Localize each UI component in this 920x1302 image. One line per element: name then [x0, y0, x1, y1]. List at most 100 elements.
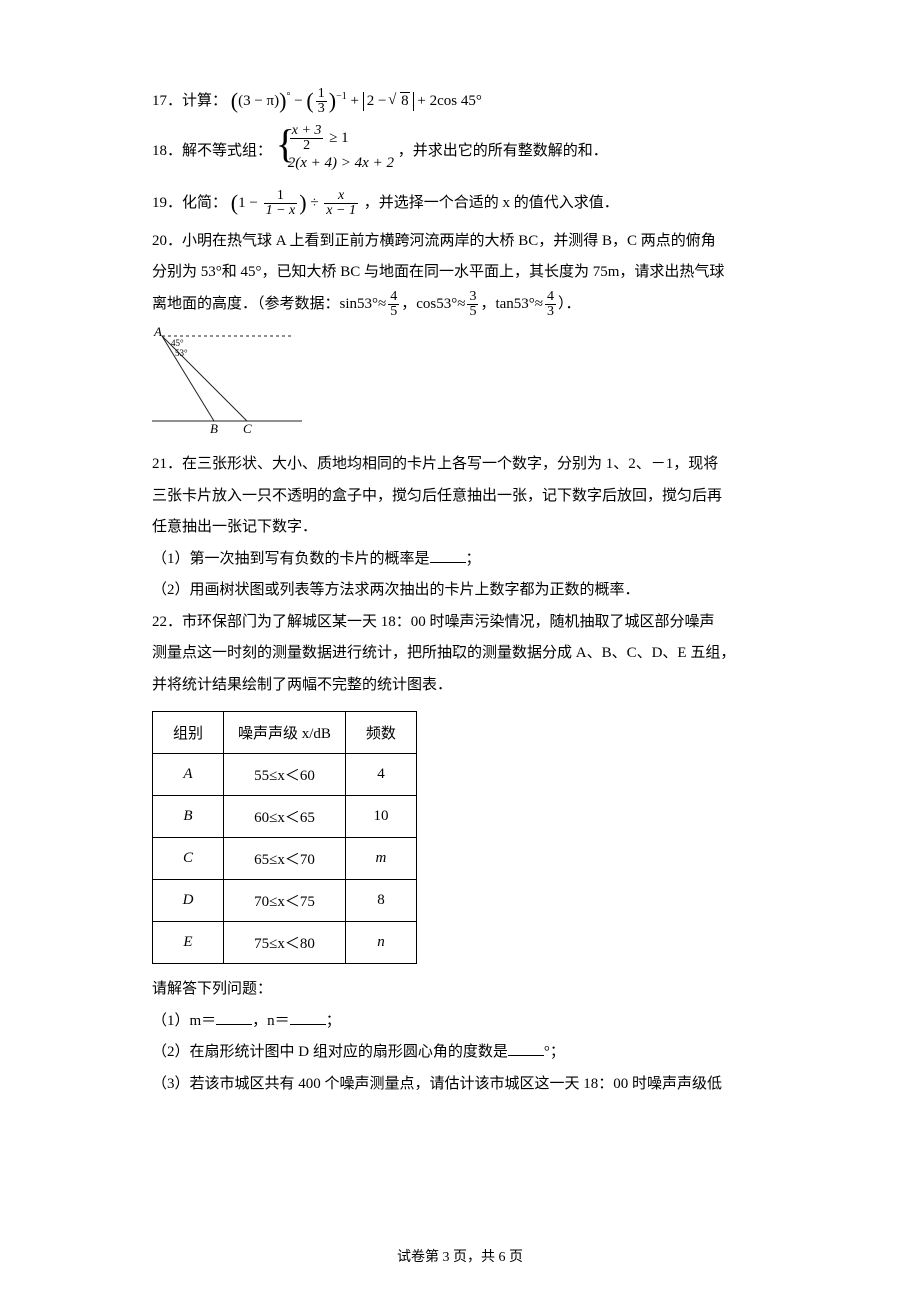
table-row: D70≤x＜758 [153, 880, 417, 922]
page: 17．计算： ((3 − π))° − (13)−1 + 2 − 8 + 2co… [0, 0, 920, 1302]
blank [430, 548, 466, 563]
watermark-dot [457, 648, 463, 654]
table-row: E75≤x＜80n [153, 922, 417, 964]
s1b: ，n＝ [252, 1013, 290, 1029]
den: 1 − x [264, 204, 298, 218]
lparen2: ( [306, 88, 313, 113]
frac-1-3: 13 [316, 87, 327, 116]
num: 1 [264, 189, 298, 204]
num: 1 [316, 87, 327, 102]
q21-s1: （1）第一次抽到写有负数的卡片的概率是 ； [152, 544, 768, 576]
cell-g: D [153, 880, 224, 922]
th-group: 组别 [153, 712, 224, 754]
label-B: B [210, 421, 218, 436]
div: ÷ [310, 195, 318, 211]
cell-f: n [345, 922, 416, 964]
blank [290, 1010, 326, 1025]
frac2: xx − 1 [324, 189, 358, 218]
cell-r: 70≤x＜75 [224, 880, 346, 922]
q19-tail: ，并选择一个合适的 x 的值代入求值． [364, 195, 619, 211]
den: x − 1 [324, 204, 358, 218]
q21-l1: 21．在三张形状、大小、质地均相同的卡片上各写一个数字，分别为 1、2、－1，现… [152, 449, 768, 481]
q21-l2: 三张卡片放入一只不透明的盒子中，搅匀后任意抽出一张，记下数字后放回，搅匀后再 [152, 481, 768, 513]
inequality-system: { x + 32 ≥ 1 2(x + 4) > 4x + 2 [276, 124, 394, 180]
q20-l1: 20．小明在热气球 A 上看到正前方横跨河流两岸的大桥 BC，并测得 B，C 两… [152, 226, 768, 258]
one: 1 − [238, 195, 258, 211]
table-row: C65≤x＜70m [153, 838, 417, 880]
q22-s1: （1）m＝，n＝； [152, 1006, 768, 1038]
q17: 17．计算： ((3 − π))° − (13)−1 + 2 − 8 + 2co… [152, 78, 768, 124]
cell-f: 8 [345, 880, 416, 922]
q20-l3a: 离地面的高度．（参考数据：sin53°≈ [152, 296, 386, 312]
q21-l3: 任意抽出一张记下数字． [152, 512, 768, 544]
s2b: °； [544, 1044, 565, 1060]
frac35: 35 [467, 290, 478, 319]
den: 3 [545, 305, 556, 319]
lparen: ( [231, 88, 238, 113]
frac45a: 45 [388, 290, 399, 319]
q19: 19．化简： (1 − 11 − x) ÷ xx − 1 ，并选择一个合适的 x… [152, 180, 768, 226]
q22-s3: （3）若该市城区共有 400 个噪声测量点，请估计该市城区这一天 18：00 时… [152, 1069, 768, 1101]
rparen2: ) [329, 88, 336, 113]
q18-label: 18．解不等式组： [152, 143, 272, 159]
table-row: A 55≤x＜60 4 [153, 754, 417, 796]
system-row2: 2(x + 4) > 4x + 2 [288, 153, 394, 174]
cell-r: 55≤x＜60 [224, 754, 346, 796]
th-range-text: 噪声声级 x/dB [238, 726, 331, 742]
den: 5 [388, 305, 399, 319]
q19-label: 19．化简： [152, 195, 227, 211]
blank [508, 1041, 544, 1056]
plus: + [350, 93, 358, 109]
q17-deg: ° [286, 91, 290, 102]
label-A: A [153, 326, 162, 339]
num: 4 [388, 290, 399, 305]
q20-l2: 分别为 53°和 45°，已知大桥 BC 与地面在同一水平面上，其长度为 75m… [152, 257, 768, 289]
plus2: + 2cos 45° [417, 93, 481, 109]
s2a: （2）在扇形统计图中 D 组对应的扇形圆心角的度数是 [152, 1044, 508, 1060]
q20-l3d: ）． [558, 296, 581, 312]
q22-after: 请解答下列问题： [152, 974, 768, 1006]
frequency-table: 组别 噪声声级 x/dB 频数 A 55≤x＜60 4 B60≤x＜6510 C65… [152, 711, 417, 964]
num: x [324, 189, 358, 204]
minus: − [294, 93, 302, 109]
angle-45: 45° [171, 338, 184, 348]
table-header-row: 组别 噪声声级 x/dB 频数 [153, 712, 417, 754]
angle-53: 53° [175, 348, 188, 358]
abs-left: 2 − [367, 93, 387, 109]
th-range: 噪声声级 x/dB [224, 712, 346, 754]
cell-r: 75≤x＜80 [224, 922, 346, 964]
q20-diagram: A 45° 53° B C [152, 326, 768, 441]
cell-g: A [153, 754, 224, 796]
lparen: ( [231, 190, 238, 215]
s1a: （1）m＝ [152, 1013, 216, 1029]
cell-r: 65≤x＜70 [224, 838, 346, 880]
page-footer: 试卷第 3 页，共 6 页 [0, 1246, 920, 1266]
abs: 2 − 8 [363, 92, 414, 112]
q21-s1-tail: ； [466, 551, 481, 567]
cell-r: 60≤x＜65 [224, 796, 346, 838]
table-row: B60≤x＜6510 [153, 796, 417, 838]
cell-g: E [153, 922, 224, 964]
frac43: 43 [545, 290, 556, 319]
cell-g: C [153, 838, 224, 880]
label-C: C [243, 421, 252, 436]
q18-tail: ，并求出它的所有整数解的和． [398, 143, 608, 159]
sqrt8: 8 [390, 92, 410, 112]
cell-r-text: 55≤x＜60 [254, 768, 315, 784]
q21-s1-text: （1）第一次抽到写有负数的卡片的概率是 [152, 551, 430, 567]
q22-l2: 测量点这一时刻的测量数据进行统计，把所抽取的测量数据分成 A、B、C、D、E 五… [152, 638, 768, 670]
num: 3 [467, 290, 478, 305]
cell-f: 4 [345, 754, 416, 796]
rhs: ≥ 1 [329, 130, 348, 146]
q17-label: 17．计算： [152, 93, 227, 109]
exp-neg1: −1 [336, 91, 347, 102]
blank [216, 1010, 252, 1025]
q20-l3b: ，cos53°≈ [401, 296, 465, 312]
q18: 18．解不等式组： { x + 32 ≥ 1 2(x + 4) > 4x + 2… [152, 124, 768, 180]
q21-s2: （2）用画树状图或列表等方法求两次抽出的卡片上数字都为正数的概率． [152, 575, 768, 607]
cell-g: B [153, 796, 224, 838]
den: 3 [316, 102, 327, 116]
frac1: 11 − x [264, 189, 298, 218]
sqrt-body: 8 [400, 92, 410, 109]
den: 5 [467, 305, 478, 319]
